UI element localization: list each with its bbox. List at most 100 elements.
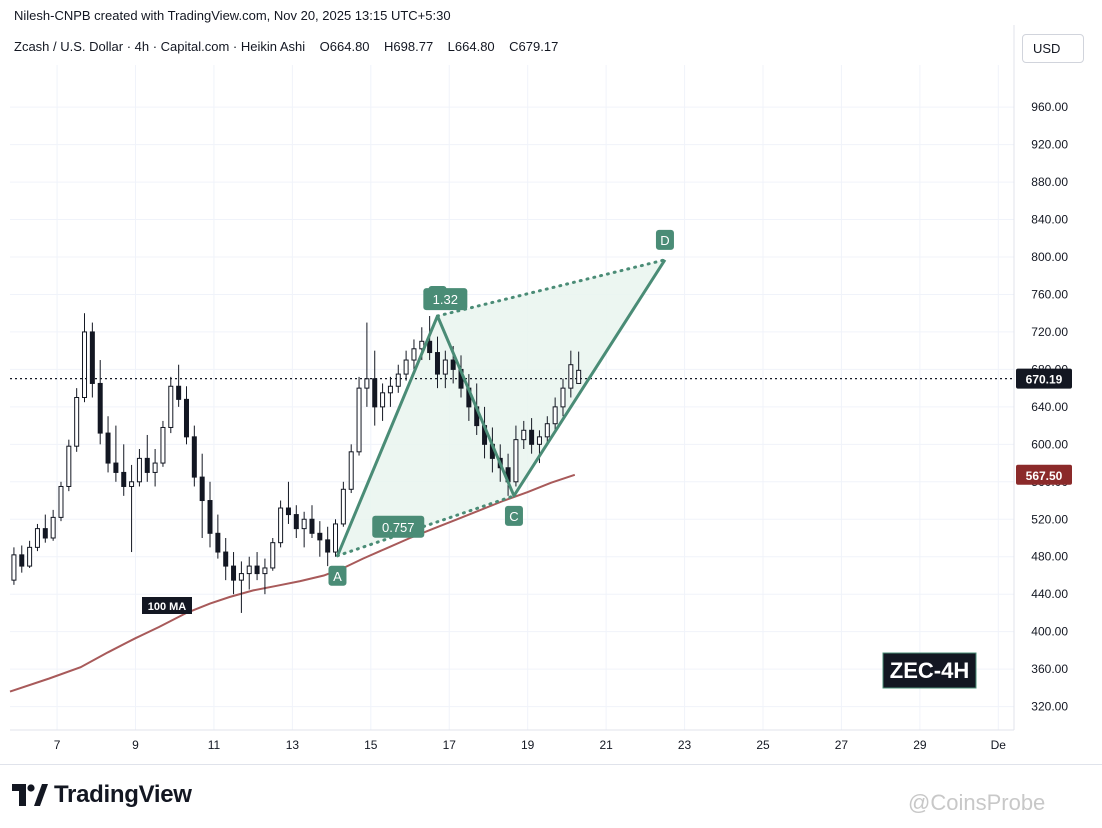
candle: [19, 545, 25, 573]
candle: [238, 561, 244, 613]
candle-body: [58, 485, 64, 518]
candle: [278, 500, 284, 548]
candle: [254, 552, 260, 581]
x-tick-label: 27: [835, 738, 849, 752]
candle: [105, 416, 111, 473]
candle-body: [333, 523, 339, 553]
candle-body: [552, 406, 558, 425]
ma-value-badge: 567.50: [1016, 464, 1072, 485]
y-tick-label: 440.00: [1031, 587, 1068, 601]
high-label: H: [384, 39, 394, 54]
candle-body: [254, 565, 260, 575]
candle: [129, 464, 135, 553]
y-tick-label: 800.00: [1031, 250, 1068, 264]
candle: [301, 511, 307, 548]
pattern-point-badge: [328, 565, 347, 586]
candle-body: [207, 500, 213, 534]
candle-body: [223, 551, 229, 567]
pattern-point-d: D: [655, 229, 674, 250]
y-tick-label: 320.00: [1031, 700, 1068, 714]
candle-body: [560, 387, 566, 408]
current-price-value: 670.19: [1026, 373, 1063, 387]
candle: [199, 453, 205, 538]
candle: [529, 418, 535, 454]
candle-body: [450, 359, 456, 370]
pattern-point-label: A: [333, 569, 342, 584]
candle: [231, 552, 237, 595]
pattern-ac-dotted: [335, 494, 516, 558]
candle-body: [199, 476, 205, 502]
candle: [293, 505, 299, 538]
watermark: @CoinsProbe: [908, 790, 1046, 815]
tradingview-wordmark: TradingView: [54, 781, 192, 808]
current-price-badge: 670.19: [1016, 368, 1072, 389]
ma-name-label: 100 MA: [148, 601, 187, 613]
current-price-badge-bg: [1016, 368, 1072, 389]
candle-body: [176, 385, 182, 400]
candle: [356, 376, 362, 456]
candle-body: [340, 488, 346, 525]
candle-body: [136, 457, 142, 483]
x-tick-label: 23: [678, 738, 692, 752]
candle: [113, 425, 119, 482]
open-value: 664.80: [329, 39, 370, 54]
candle-body: [317, 532, 323, 541]
low-label: L: [447, 39, 455, 54]
ma-value-badge-bg: [1016, 464, 1072, 485]
candle: [513, 425, 519, 487]
pattern-fill-bcd: [437, 259, 665, 496]
pattern-ratio-label: 0.757: [382, 520, 415, 535]
candle: [544, 416, 550, 445]
y-tick-label: 840.00: [1031, 213, 1068, 227]
candle-body: [576, 369, 582, 384]
candles: [11, 313, 582, 613]
candle: [309, 505, 315, 538]
candle-body: [144, 457, 150, 473]
symbol-name[interactable]: Zcash / U.S. Dollar · 4h · Capital.com ·…: [14, 39, 306, 54]
x-tick-label: 9: [132, 738, 139, 752]
candle-body: [74, 397, 80, 447]
candle: [27, 540, 33, 568]
currency-button[interactable]: USD: [1022, 34, 1084, 63]
pattern-fill-abc: [337, 316, 514, 556]
candle-body: [19, 554, 25, 567]
ticker-tag-bg: [882, 652, 977, 689]
candle: [387, 376, 393, 407]
ma-name-tag: 100 MA: [142, 597, 192, 614]
candle: [152, 449, 158, 487]
candle: [340, 481, 346, 527]
candle-body: [529, 429, 535, 445]
candle: [82, 313, 88, 403]
tradingview-logo[interactable]: TradingView: [12, 780, 192, 810]
candle: [372, 350, 378, 426]
candle: [34, 523, 40, 552]
x-tick-label: 13: [286, 738, 300, 752]
candle: [395, 364, 401, 393]
x-tick-label: 11: [208, 738, 221, 752]
candle-body: [427, 340, 433, 354]
candle: [442, 350, 448, 389]
candle-body: [387, 385, 393, 394]
open-label: O: [319, 39, 330, 54]
pattern-line: [336, 259, 667, 557]
candle: [191, 425, 197, 487]
candle-body: [89, 331, 95, 384]
footer-divider: [0, 764, 1102, 765]
candle: [183, 386, 189, 445]
candle-body: [348, 451, 354, 490]
pattern-bd-dotted: [435, 258, 667, 318]
candle-body: [121, 471, 127, 487]
symbol-legend: Zcash / U.S. Dollar · 4h · Capital.com ·…: [14, 39, 558, 54]
candle-body: [568, 364, 574, 389]
y-tick-label: 880.00: [1031, 175, 1068, 189]
chart-title: ZEC-4H: [890, 658, 969, 683]
candle-body: [191, 436, 197, 478]
x-tick-label: 21: [599, 738, 613, 752]
candle: [434, 336, 440, 389]
y-tick-label: 360.00: [1031, 662, 1068, 676]
x-tick-label: 19: [521, 738, 535, 752]
candle-body: [285, 507, 291, 516]
candle-body: [246, 565, 252, 575]
y-tick-label: 480.00: [1031, 550, 1068, 564]
